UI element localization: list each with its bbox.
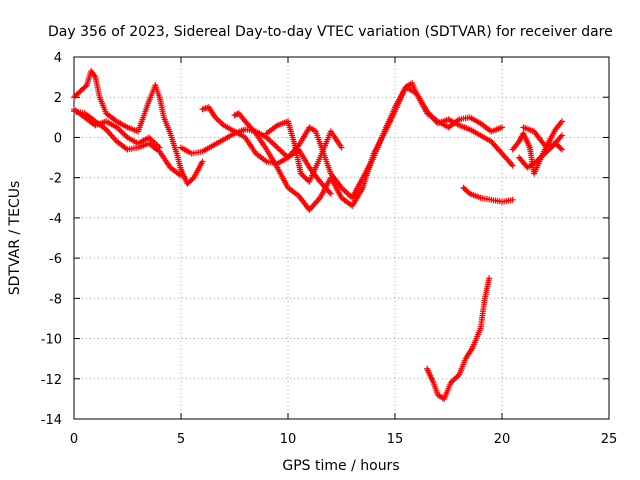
plot-frame <box>73 56 610 420</box>
x-tick-label: 0 <box>70 432 78 447</box>
y-tick-label: -12 <box>41 373 62 388</box>
x-tick-label: 15 <box>387 432 404 447</box>
data-point <box>509 162 516 169</box>
x-tick-label: 20 <box>494 432 511 447</box>
y-tick-label: 2 <box>54 91 62 106</box>
data-point <box>558 146 565 153</box>
data-point <box>558 118 565 125</box>
data-point <box>327 190 334 197</box>
series-track-i <box>424 275 493 402</box>
series-track-a <box>71 68 206 187</box>
y-tick-label: -8 <box>49 292 62 307</box>
y-tick-label: -6 <box>49 252 62 267</box>
y-axis-label: SDTVAR / TECUs <box>7 181 23 296</box>
data-point <box>156 144 163 151</box>
x-tick-label: 10 <box>280 432 297 447</box>
y-tick-label: 4 <box>54 51 62 66</box>
data-point <box>338 144 345 151</box>
x-tick-label: 5 <box>177 432 185 447</box>
data-point <box>199 158 206 165</box>
data-point <box>509 196 516 203</box>
data-points <box>71 68 565 402</box>
data-point <box>557 145 564 152</box>
y-tick-label: -4 <box>49 212 62 227</box>
y-tick-label: -10 <box>41 333 62 348</box>
series-track-f <box>231 84 516 213</box>
y-tick-label: -2 <box>49 172 62 187</box>
data-point <box>558 132 565 139</box>
series-track-h <box>460 184 516 205</box>
data-point <box>465 189 472 196</box>
data-point <box>82 83 89 90</box>
data-point <box>499 124 505 131</box>
x-axis-label: GPS time / hours <box>282 458 399 474</box>
data-point <box>486 275 493 282</box>
series-track-l <box>516 132 565 171</box>
data-point <box>178 172 184 179</box>
x-tick-label: 25 <box>601 432 618 447</box>
y-tick-label: 0 <box>54 131 62 146</box>
y-tick-label: -14 <box>41 413 62 428</box>
axis-ticks <box>73 56 610 420</box>
series-track-j <box>509 118 565 177</box>
series-track-c <box>71 106 163 151</box>
chart-title: Day 356 of 2023, Sidereal Day-to-day VTE… <box>48 24 613 40</box>
series-track-g <box>263 118 345 185</box>
